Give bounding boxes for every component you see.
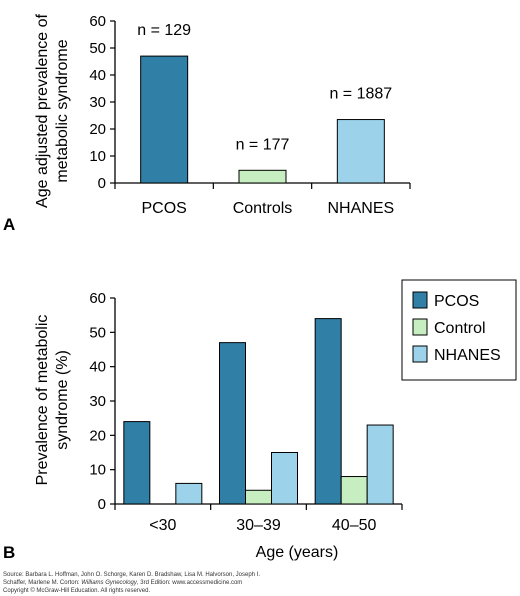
chart-panel-b: Prevalence of metabolic syndrome (%) Age… [3, 279, 517, 562]
panel-0-category-label: NHANES [327, 200, 394, 217]
bar-panel-b-pcos-1 [219, 342, 246, 505]
source-line-2-suffix: , 3rd Edition: www.accessmedicine.com [136, 580, 243, 586]
panel-b-letter: B [3, 543, 15, 562]
panel-0-y-tick-label: 40 [89, 67, 106, 84]
source-credit: Source: Barbara L. Hoffman, John O. Scho… [3, 571, 518, 595]
panel-a-ylabel-line1: Age adjusted prevalence of [34, 13, 51, 207]
panel-a-ylabel-line2: metabolic syndrome [54, 39, 71, 182]
panel-1-y-tick-label: 30 [89, 393, 106, 410]
legend-entry-nhanes: NHANES [412, 345, 501, 364]
panel-0-category-label: Controls [233, 200, 293, 217]
bar-annotation-panel-a: n = 177 [236, 136, 290, 153]
bar-panel-b-nhanes-1 [271, 452, 298, 505]
panel-1-y-tick-label: 40 [89, 359, 106, 376]
panel-1-category-label: 30–39 [236, 517, 281, 534]
legend-label-nhanes: NHANES [434, 347, 501, 364]
panel-b-ylabel-line2: syndrome (%) [54, 350, 71, 450]
source-line-1: Source: Barbara L. Hoffman, John O. Scho… [3, 572, 261, 578]
panel-1-y-tick-label: 50 [89, 324, 106, 341]
legend-entry-pcos: PCOS [412, 291, 479, 310]
legend-swatch-nhanes [412, 345, 428, 363]
legend-swatch-pcos [412, 291, 428, 309]
bar-annotation-panel-a: n = 1887 [329, 86, 392, 103]
bar-panel-b-control-2 [340, 476, 368, 505]
legend-label-pcos: PCOS [434, 293, 479, 310]
panel-1-y-tick-label: 60 [89, 290, 106, 307]
bar-panel-a-2 [336, 119, 385, 184]
bar-panel-b-pcos-2 [314, 318, 342, 505]
source-line-2-title: Williams Gynecology [81, 580, 137, 586]
panel-1-category-label: <30 [149, 517, 176, 534]
panel-1-y-tick-label: 0 [98, 496, 106, 513]
panel-0-category-label: PCOS [141, 200, 186, 217]
source-line-2: Schaffer, Marlene M. Corton: Williams Gy… [3, 579, 518, 587]
panel-b-ylabel-line1: Prevalence of metabolic [34, 315, 51, 486]
panel-b-xlabel: Age (years) [256, 544, 339, 561]
bar-panel-b-pcos-0 [123, 421, 151, 505]
bar-panel-b-nhanes-2 [366, 424, 394, 505]
bar-panel-a-1 [238, 169, 287, 184]
legend-swatch-control [412, 318, 428, 336]
bar-panel-b-nhanes-0 [175, 482, 203, 505]
legend-label-control: Control [434, 320, 486, 337]
panel-0-y-tick-label: 50 [89, 40, 106, 57]
panel-0-y-tick-label: 0 [98, 175, 106, 192]
bar-annotation-panel-a: n = 129 [137, 22, 191, 39]
panel-0-y-tick-label: 60 [89, 13, 106, 30]
legend-entry-control: Control [412, 318, 486, 337]
source-line-2-prefix: Schaffer, Marlene M. Corton: [3, 580, 82, 586]
panel-0-y-tick-label: 20 [89, 121, 106, 138]
panel-a-letter: A [3, 215, 15, 234]
bar-panel-b-control-1 [245, 489, 272, 505]
panel-1-y-tick-label: 10 [89, 462, 106, 479]
source-line-3: Copyright © McGraw-Hill Education. All r… [3, 588, 151, 594]
panel-0-y-tick-label: 30 [89, 94, 106, 111]
panel-1-category-label: 40–50 [332, 517, 377, 534]
panel-1-y-tick-label: 20 [89, 427, 106, 444]
bar-panel-a-0 [140, 55, 189, 184]
panel-0-y-tick-label: 10 [89, 148, 106, 165]
chart-panel-a: Age adjusted prevalence of metabolic syn… [3, 13, 411, 234]
